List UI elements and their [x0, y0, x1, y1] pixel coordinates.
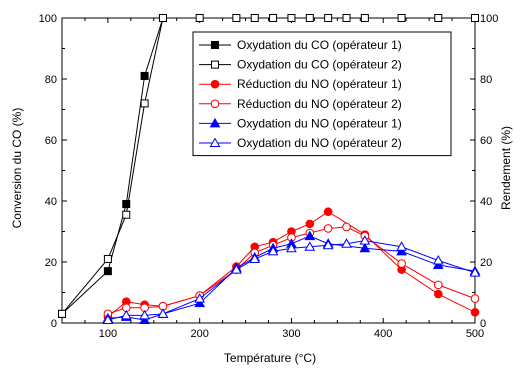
y-right-tick-label: 80 [480, 74, 492, 86]
x-tick-label: 400 [374, 328, 392, 340]
series-layer [58, 14, 481, 324]
legend-item: Oxydation du NO (opérateur 2) [199, 136, 402, 150]
data-point [103, 267, 112, 276]
data-point [249, 253, 261, 263]
data-point [58, 309, 66, 318]
data-point [194, 293, 206, 303]
legend-item: Oxydation du CO (opérateur 2) [199, 58, 402, 72]
y-axis-right-title: Rendement (%) [499, 126, 513, 210]
y-right-tick-label: 100 [480, 13, 498, 25]
y-left-tick-label: 100 [39, 13, 57, 25]
data-point [470, 294, 480, 303]
data-point [341, 238, 352, 248]
data-point [122, 200, 131, 209]
data-point [342, 14, 351, 22]
data-point [305, 14, 314, 22]
data-point [232, 14, 241, 22]
data-point [323, 207, 333, 216]
data-point [469, 267, 481, 277]
y-left-tick-label: 0 [51, 318, 57, 330]
y-left-tick-label: 20 [45, 257, 57, 269]
x-tick-label: 200 [190, 328, 208, 340]
data-point [140, 71, 149, 80]
legend-item: Oxydation du CO (opérateur 1) [199, 38, 402, 52]
legend-item: Réduction du NO (opérateur 1) [199, 77, 402, 91]
data-point [359, 235, 371, 245]
data-point [304, 230, 316, 241]
data-point [122, 210, 131, 219]
data-point [139, 309, 150, 320]
data-point [250, 14, 259, 22]
x-axis-title: Température (°C) [224, 351, 316, 365]
data-point [140, 99, 149, 108]
data-point [194, 297, 206, 308]
data-point [287, 14, 296, 22]
data-point [434, 14, 443, 22]
data-point [286, 242, 297, 253]
data-point [158, 14, 167, 22]
legend-swatch-marker [209, 117, 221, 128]
data-point [360, 14, 369, 22]
legend-swatch-marker [211, 60, 219, 69]
data-point [433, 289, 443, 299]
data-point [305, 219, 315, 229]
data-point [471, 14, 479, 22]
data-point [397, 259, 406, 268]
legend-item: Réduction du NO (opérateur 2) [199, 97, 402, 111]
legend-label: Oxydation du CO (opérateur 1) [237, 38, 402, 52]
series-1 [58, 14, 167, 318]
y-axis-left-title: Conversion du CO (%) [10, 108, 24, 229]
series-line [107, 240, 476, 321]
data-point [342, 222, 351, 232]
y-left-tick-label: 40 [45, 196, 57, 208]
y-left-tick-label: 80 [45, 74, 57, 86]
y-left-tick-label: 60 [45, 135, 57, 147]
data-point [359, 242, 371, 253]
legend-box [192, 31, 452, 157]
x-tick-label: 500 [466, 328, 484, 340]
data-point [267, 245, 279, 256]
legend-label: Oxydation du NO (opérateur 1) [237, 116, 402, 130]
data-point [304, 241, 316, 251]
legend-swatch-marker [209, 137, 221, 147]
y-right-tick-label: 60 [480, 135, 492, 147]
data-point [397, 14, 406, 22]
series-4 [103, 222, 480, 319]
data-point [103, 254, 112, 263]
series-2 [58, 14, 479, 318]
y-right-tick-label: 20 [480, 257, 492, 269]
legend: Oxydation du CO (opérateur 1) Oxydation d… [192, 31, 452, 157]
data-point [195, 14, 204, 22]
legend-label: Oxydation du CO (opérateur 2) [237, 58, 402, 72]
data-point [269, 14, 278, 22]
data-point [102, 314, 114, 324]
data-point [432, 259, 444, 270]
legend-label: Oxydation du NO (opérateur 2) [237, 136, 402, 150]
legend-swatch-marker [210, 99, 220, 109]
data-point [433, 280, 443, 290]
y-right-tick-label: 40 [480, 196, 492, 208]
data-point [120, 309, 132, 320]
data-point [231, 264, 242, 274]
data-point [139, 314, 150, 324]
data-point [323, 224, 333, 233]
data-point [324, 14, 333, 22]
y-right-tick-label: 0 [480, 318, 486, 330]
legend-label: Réduction du NO (opérateur 2) [237, 97, 402, 111]
x-tick-label: 100 [99, 328, 117, 340]
data-point [157, 308, 169, 318]
data-point [396, 241, 407, 251]
legend-swatch-marker [210, 79, 220, 89]
data-point [322, 239, 334, 250]
data-point [432, 254, 444, 265]
legend-item: Oxydation du NO (opérateur 1) [199, 116, 402, 130]
legend-label: Réduction du NO (opérateur 1) [237, 77, 402, 91]
x-tick-label: 300 [282, 328, 300, 340]
series-line [61, 17, 164, 315]
data-point [470, 308, 480, 317]
series-6 [102, 235, 481, 324]
data-point [396, 245, 407, 256]
legend-swatch-marker [211, 41, 219, 49]
